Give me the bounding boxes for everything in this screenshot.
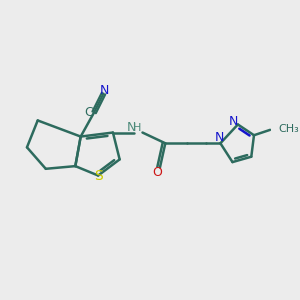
Text: N: N: [100, 84, 110, 97]
Text: N: N: [214, 131, 224, 144]
Text: N: N: [229, 115, 239, 128]
Text: C: C: [84, 106, 93, 119]
Text: H: H: [133, 123, 141, 133]
Text: CH₃: CH₃: [278, 124, 299, 134]
Text: O: O: [152, 166, 162, 179]
Text: N: N: [127, 121, 136, 134]
Text: S: S: [94, 169, 103, 182]
